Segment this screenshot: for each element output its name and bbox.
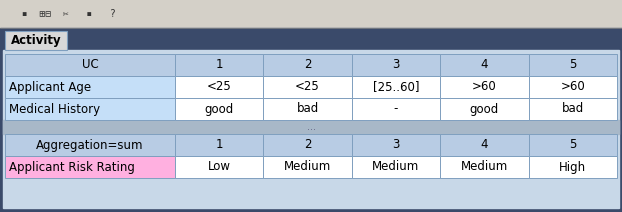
Bar <box>5 98 175 120</box>
Bar <box>352 54 440 76</box>
Bar <box>440 156 529 178</box>
Text: >60: >60 <box>560 81 585 93</box>
Bar <box>352 98 440 120</box>
Bar <box>263 156 352 178</box>
Text: 1: 1 <box>215 138 223 152</box>
Text: bad: bad <box>562 102 584 116</box>
Text: ...: ... <box>307 122 315 132</box>
Text: High: High <box>559 160 587 173</box>
Bar <box>352 134 440 156</box>
Bar <box>5 134 175 156</box>
Text: 2: 2 <box>304 138 312 152</box>
Text: ▪  ⊞⊟  ✂   ▪   ?: ▪ ⊞⊟ ✂ ▪ ? <box>10 9 116 19</box>
Bar <box>529 134 617 156</box>
Text: >60: >60 <box>472 81 497 93</box>
Bar <box>5 156 175 178</box>
Bar <box>440 98 529 120</box>
Bar <box>263 76 352 98</box>
Bar <box>440 76 529 98</box>
Text: 4: 4 <box>481 59 488 71</box>
Bar <box>3 120 619 134</box>
Text: Applicant Age: Applicant Age <box>9 81 91 93</box>
Bar <box>175 76 263 98</box>
Text: <25: <25 <box>207 81 231 93</box>
Text: Applicant Risk Rating: Applicant Risk Rating <box>9 160 135 173</box>
Bar <box>263 134 352 156</box>
Text: <25: <25 <box>295 81 320 93</box>
Bar <box>5 54 175 76</box>
Bar <box>529 76 617 98</box>
Text: 3: 3 <box>392 59 400 71</box>
Text: Aggregation=sum: Aggregation=sum <box>36 138 144 152</box>
Bar <box>175 156 263 178</box>
Text: UC: UC <box>81 59 98 71</box>
Bar <box>440 134 529 156</box>
Bar <box>175 98 263 120</box>
Text: 4: 4 <box>481 138 488 152</box>
Text: Activity: Activity <box>11 34 62 47</box>
Bar <box>175 54 263 76</box>
FancyBboxPatch shape <box>5 31 67 50</box>
Text: Medical History: Medical History <box>9 102 100 116</box>
Text: 3: 3 <box>392 138 400 152</box>
Bar <box>440 54 529 76</box>
Bar <box>175 134 263 156</box>
Bar <box>263 98 352 120</box>
Bar <box>352 76 440 98</box>
Text: good: good <box>470 102 499 116</box>
Text: 5: 5 <box>569 59 577 71</box>
Bar <box>529 98 617 120</box>
Text: Medium: Medium <box>373 160 420 173</box>
Bar <box>263 54 352 76</box>
Bar <box>0 0 622 28</box>
Text: Medium: Medium <box>284 160 332 173</box>
Text: [25..60]: [25..60] <box>373 81 419 93</box>
Text: 1: 1 <box>215 59 223 71</box>
Bar <box>3 50 619 208</box>
Bar <box>529 156 617 178</box>
Bar <box>529 54 617 76</box>
Text: 2: 2 <box>304 59 312 71</box>
Text: bad: bad <box>297 102 318 116</box>
Text: Medium: Medium <box>461 160 508 173</box>
Bar <box>5 76 175 98</box>
Bar <box>352 156 440 178</box>
Text: good: good <box>205 102 234 116</box>
Text: Low: Low <box>208 160 231 173</box>
Bar <box>0 28 622 212</box>
Text: -: - <box>394 102 398 116</box>
Text: 5: 5 <box>569 138 577 152</box>
